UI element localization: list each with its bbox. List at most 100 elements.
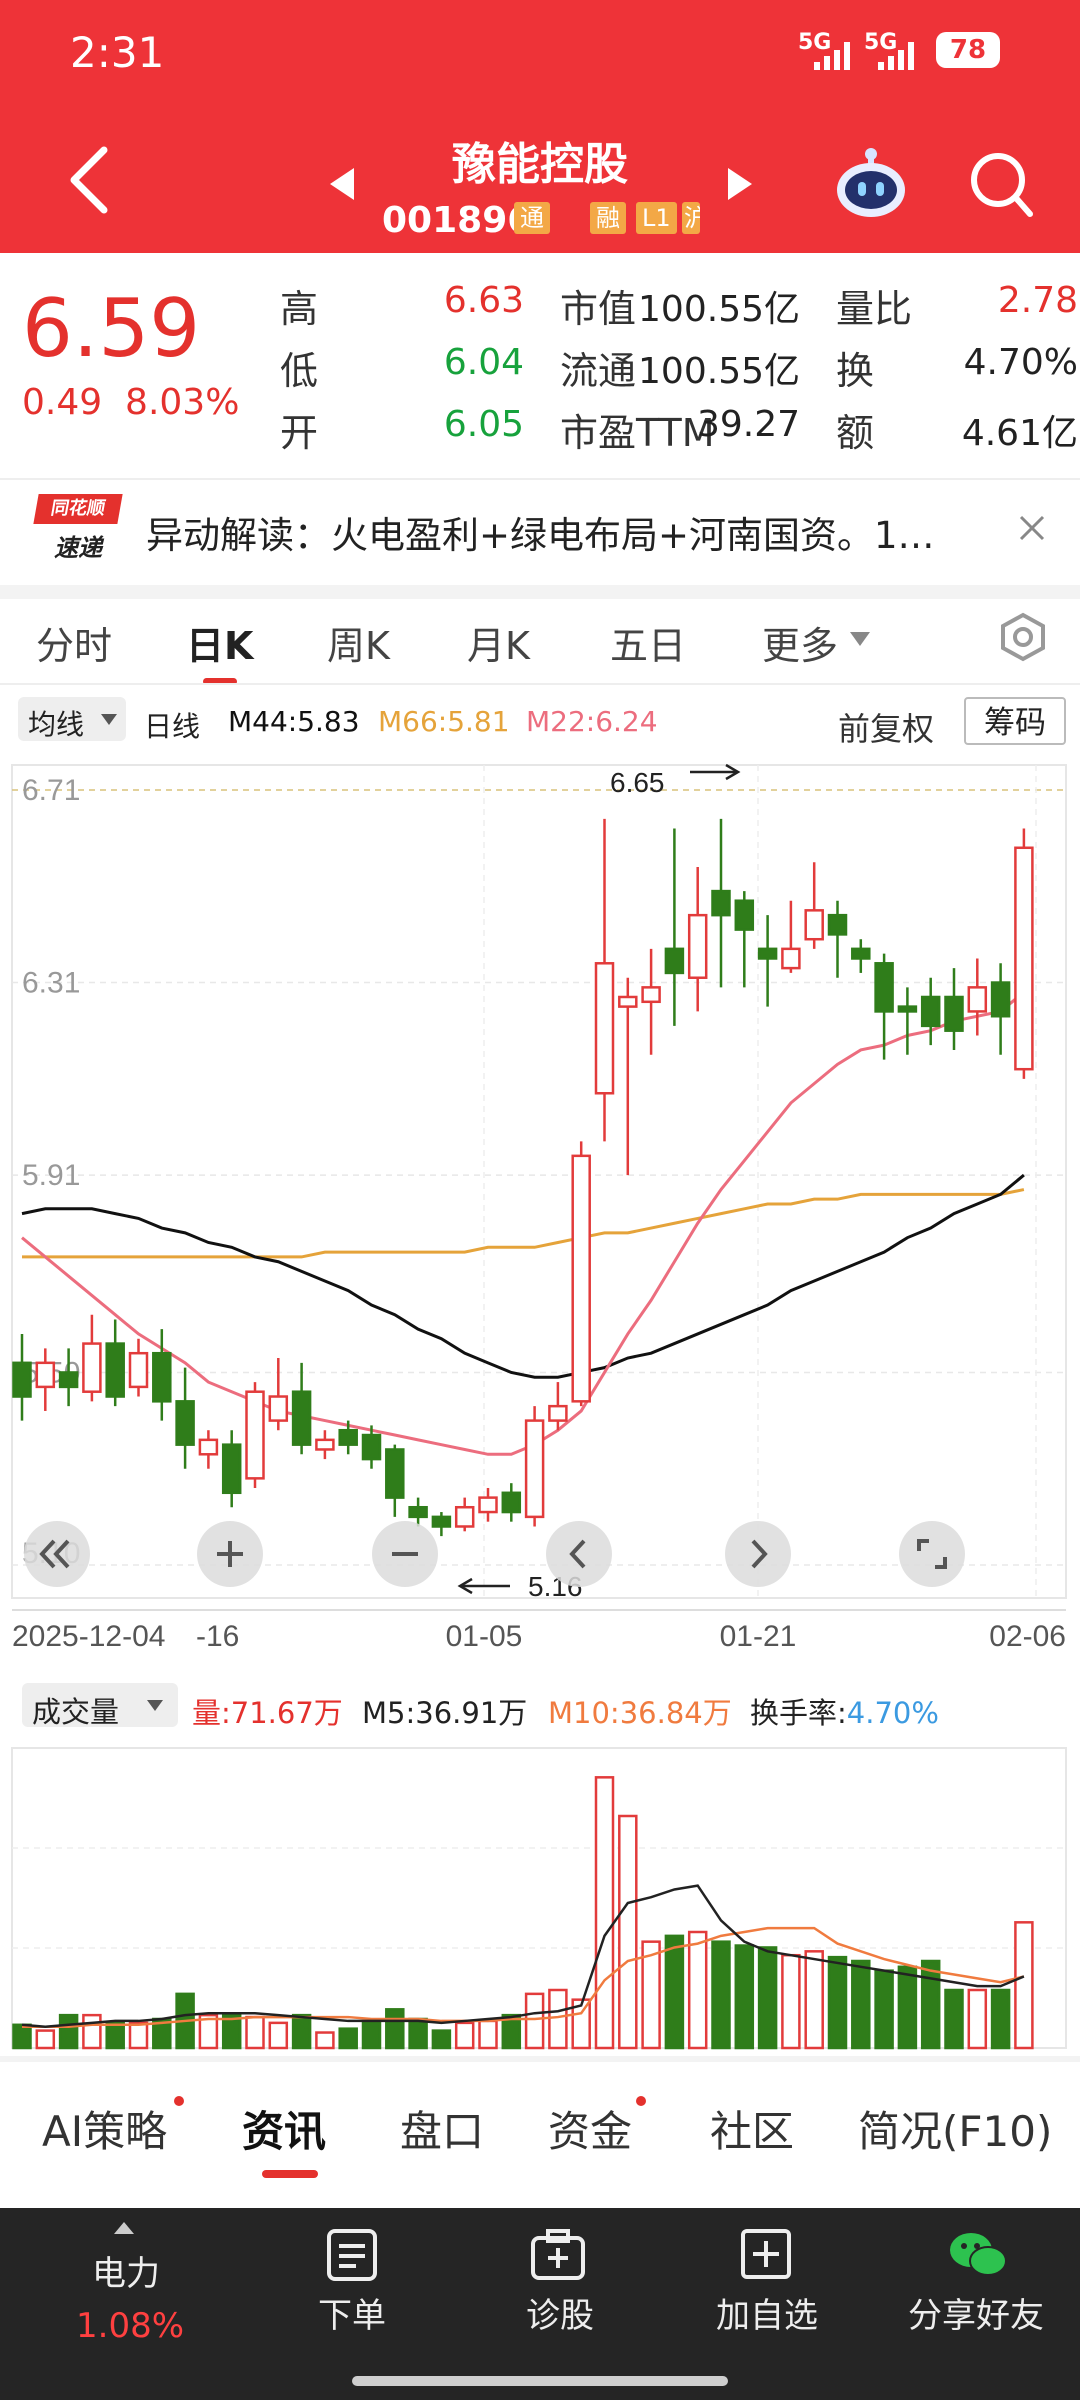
ma44-label: M44:5.83 bbox=[228, 705, 360, 738]
volume-bar bbox=[1014, 1921, 1034, 2050]
candle-body bbox=[804, 909, 824, 941]
volume-bar bbox=[618, 1814, 638, 2050]
adjust-mode[interactable]: 前复权 bbox=[838, 710, 935, 748]
volume-bar bbox=[35, 2029, 56, 2050]
candle-body bbox=[291, 1390, 312, 1446]
news-text[interactable]: 异动解读：火电盈利+绿电布局+河南国资。1… bbox=[146, 514, 935, 557]
price-change: 0.49 8.03% bbox=[22, 382, 239, 423]
candle-body bbox=[897, 1005, 918, 1013]
turnover-rate-caption: 换手率: bbox=[750, 1696, 847, 1730]
volume-bar bbox=[431, 2029, 452, 2050]
search-button[interactable] bbox=[968, 150, 1034, 224]
x-tick-label: 01-21 bbox=[720, 1620, 797, 1653]
active-bottom-tab-indicator bbox=[262, 2170, 318, 2178]
tab-community[interactable]: 社区 bbox=[710, 2107, 795, 2156]
candle-body bbox=[431, 1515, 452, 1528]
close-icon bbox=[1019, 515, 1045, 541]
volume-bar bbox=[128, 2021, 149, 2050]
scroll-left-fast-button[interactable] bbox=[24, 1521, 90, 1587]
caret-up-icon bbox=[112, 2220, 136, 2240]
tab-order-book[interactable]: 盘口 bbox=[400, 2107, 485, 2156]
news-logo-top: 同花顺 bbox=[33, 494, 123, 524]
tab-profile-f10[interactable]: 简况(F10) bbox=[858, 2107, 1053, 2156]
candle-body bbox=[35, 1361, 56, 1389]
min-arrow-head bbox=[457, 1577, 473, 1595]
x-tick-label: 02-06 bbox=[989, 1620, 1066, 1653]
amount-value: 4.61亿 bbox=[961, 413, 1078, 454]
tab-monthly-k[interactable]: 月K bbox=[467, 624, 530, 668]
turnover-value: 4.70% bbox=[963, 342, 1078, 383]
triangle-right-icon bbox=[728, 168, 752, 200]
tab-daily-k[interactable]: 日K bbox=[186, 624, 254, 668]
sector-label[interactable]: 电力 bbox=[92, 2254, 160, 2294]
chip-button[interactable]: 筹码 bbox=[964, 697, 1066, 745]
zoom-in-button[interactable] bbox=[197, 1521, 263, 1587]
candle-body bbox=[245, 1390, 265, 1480]
triangle-left-icon bbox=[330, 168, 354, 200]
fullscreen-icon bbox=[917, 1539, 947, 1569]
volume-bar bbox=[897, 1965, 918, 2050]
next-stock-button[interactable] bbox=[724, 166, 754, 206]
news-close-button[interactable] bbox=[1018, 514, 1046, 546]
robot-icon bbox=[837, 148, 905, 217]
add-watchlist-button[interactable]: 加自选 bbox=[716, 2296, 818, 2336]
order-icon bbox=[326, 2228, 378, 2286]
more-dropdown-icon[interactable] bbox=[848, 630, 872, 652]
candle-body bbox=[338, 1428, 358, 1446]
volume-chart[interactable] bbox=[0, 1740, 1080, 2060]
tag-l1: L1 bbox=[636, 202, 677, 234]
volume-bar bbox=[548, 1988, 568, 2050]
zoom-out-button[interactable] bbox=[372, 1521, 438, 1587]
tab-ai-strategy[interactable]: AI策略 bbox=[42, 2107, 168, 2156]
volume-bar bbox=[874, 1969, 894, 2050]
ma22-label: M22:6.24 bbox=[526, 705, 658, 738]
candle-body bbox=[198, 1438, 219, 1456]
candle-body bbox=[874, 962, 894, 1013]
volume-bar bbox=[221, 2013, 242, 2050]
volume-ma10-line bbox=[22, 1926, 1025, 2028]
tab-intraday[interactable]: 分时 bbox=[36, 624, 113, 668]
pe-value: 39.27 bbox=[696, 404, 800, 445]
candle-body bbox=[524, 1419, 545, 1519]
period-label: 日线 bbox=[144, 710, 201, 743]
tab-weekly-k[interactable]: 周K bbox=[327, 624, 390, 668]
signal-1-label: 5G bbox=[798, 30, 832, 55]
ma-select-dropdown[interactable]: 均线 bbox=[18, 697, 126, 741]
candle-body bbox=[152, 1351, 172, 1403]
volume-bar bbox=[454, 2021, 475, 2050]
scroll-right-button[interactable] bbox=[725, 1521, 791, 1587]
candle-body bbox=[734, 899, 755, 931]
signal-bars-1-icon bbox=[812, 40, 856, 74]
settings-button[interactable] bbox=[998, 612, 1048, 666]
status-time: 2:31 bbox=[70, 28, 165, 77]
volume-value: 量:71.67万 bbox=[192, 1696, 343, 1730]
candle-body bbox=[385, 1448, 405, 1499]
fullscreen-button[interactable] bbox=[899, 1521, 965, 1587]
candle-body bbox=[105, 1342, 125, 1398]
tab-news[interactable]: 资讯 bbox=[242, 2107, 327, 2156]
tab-more[interactable]: 更多 bbox=[762, 624, 839, 668]
tab-five-day[interactable]: 五日 bbox=[610, 624, 687, 668]
ma66-label: M66:5.81 bbox=[378, 705, 510, 738]
kline-chart[interactable]: 6.716.315.915.505.106.655.162025-12-04-1… bbox=[0, 760, 1080, 1660]
scroll-left-button[interactable] bbox=[546, 1521, 612, 1587]
news-banner[interactable]: 同花顺 速递 bbox=[0, 470, 1080, 585]
candle-body bbox=[58, 1371, 79, 1389]
prev-stock-button[interactable] bbox=[328, 166, 358, 206]
volume-ma5-line bbox=[21, 1884, 1025, 2028]
volume-ma10: M10:36.84万 bbox=[548, 1696, 732, 1730]
candle-body bbox=[12, 1361, 32, 1398]
volume-bar bbox=[594, 1776, 615, 2050]
volume-select-dropdown[interactable]: 成交量 bbox=[22, 1683, 178, 1729]
candle-body bbox=[501, 1491, 522, 1514]
share-button[interactable]: 分享好友 bbox=[908, 2296, 1044, 2336]
home-indicator bbox=[352, 2376, 728, 2386]
robot-assistant-button[interactable] bbox=[834, 146, 908, 224]
tab-capital-flow[interactable]: 资金 bbox=[548, 2107, 633, 2156]
volume-bar bbox=[501, 2013, 522, 2050]
diagnose-button[interactable]: 诊股 bbox=[526, 2296, 594, 2336]
volume-bar bbox=[338, 2027, 358, 2050]
back-arrow-icon bbox=[70, 146, 108, 214]
order-button[interactable]: 下单 bbox=[318, 2296, 386, 2336]
back-button[interactable] bbox=[60, 140, 120, 220]
